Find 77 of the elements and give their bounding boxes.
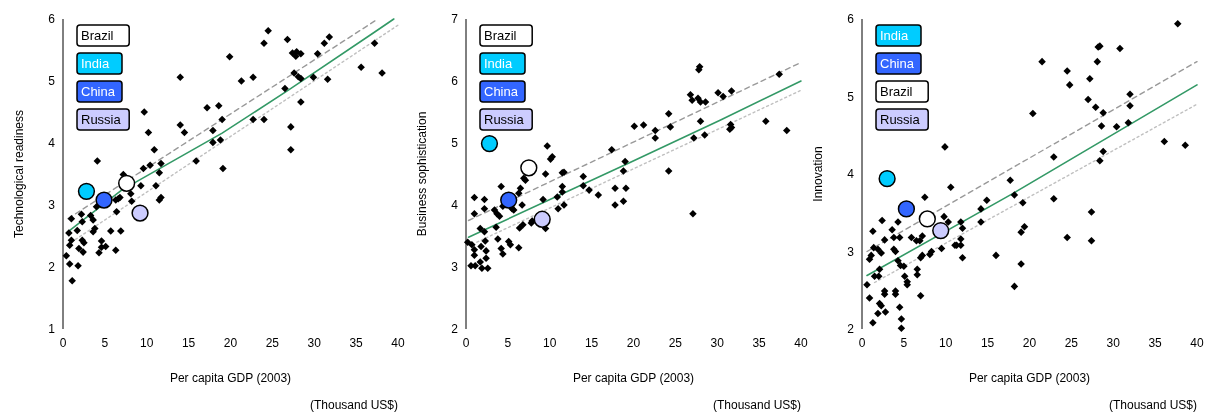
- y-axis-title: Business sophistication: [415, 111, 429, 237]
- y-tick-label: 7: [451, 12, 459, 27]
- point: [878, 170, 896, 188]
- text: China: [880, 56, 915, 71]
- x-tick-label: 20: [626, 336, 641, 350]
- y-tick-label: 6: [451, 74, 459, 89]
- text: China: [484, 84, 519, 99]
- x-tick-label: 20: [1022, 336, 1037, 350]
- x-tick-label: 25: [265, 336, 280, 350]
- x-tick-label: 5: [900, 336, 908, 350]
- point: [533, 210, 551, 228]
- point: [897, 200, 916, 218]
- y-tick-label: 4: [847, 167, 855, 182]
- y-tick-label: 5: [48, 74, 56, 89]
- text: Brazil: [81, 28, 114, 43]
- y-tick-label: 2: [847, 322, 855, 337]
- x-tick-label: 40: [1190, 336, 1204, 350]
- y-tick-label: 1: [48, 322, 56, 337]
- x-tick-label: 35: [1148, 336, 1163, 350]
- y-tick-label: 5: [451, 136, 459, 151]
- x-tick-label: 10: [543, 336, 557, 350]
- x-tick-label: 30: [1106, 336, 1121, 350]
- x-tick-label: 30: [307, 336, 322, 350]
- x-tick-label: 20: [223, 336, 238, 350]
- x-tick-label: 10: [140, 336, 154, 350]
- point: [480, 134, 499, 153]
- text: China: [81, 84, 116, 99]
- point: [118, 174, 136, 192]
- x-tick-label: 15: [584, 336, 599, 350]
- point: [77, 182, 96, 200]
- y-axis-title: Innovation: [811, 146, 825, 202]
- x-tick-label: 40: [391, 336, 405, 350]
- x-axis-title: Per capita GDP (2003): [572, 371, 695, 385]
- point: [500, 191, 518, 209]
- x-tick-label: 0: [858, 336, 866, 350]
- text: (Thousand US$): [309, 398, 398, 412]
- x-tick-label: 0: [462, 336, 470, 350]
- point: [520, 159, 538, 177]
- x-tick-label: 40: [794, 336, 808, 350]
- y-tick-label: 6: [847, 12, 855, 27]
- y-tick-label: 2: [48, 260, 56, 275]
- y-tick-label: 3: [847, 244, 855, 259]
- text: Brazil: [880, 84, 913, 99]
- y-tick-label: 4: [451, 198, 459, 213]
- x-axis-title: Per capita GDP (2003): [968, 371, 1091, 385]
- x-tick-label: 5: [101, 336, 109, 350]
- point: [932, 221, 950, 240]
- y-tick-label: 6: [48, 12, 56, 27]
- y-tick-label: 3: [451, 260, 459, 275]
- y-tick-label: 4: [48, 136, 56, 151]
- point: [918, 210, 936, 228]
- x-tick-label: 0: [59, 336, 67, 350]
- text: (Thousand US$): [1108, 398, 1197, 412]
- text: Brazil: [484, 28, 517, 43]
- point: [131, 204, 149, 222]
- text: (Thousand US$): [712, 398, 801, 412]
- x-axis-title: Per capita GDP (2003): [169, 371, 292, 385]
- x-tick-label: 5: [504, 336, 512, 350]
- x-tick-label: 25: [668, 336, 683, 350]
- text: Russia: [880, 112, 921, 127]
- text: Russia: [484, 112, 525, 127]
- x-tick-label: 10: [939, 336, 953, 350]
- x-tick-label: 25: [1064, 336, 1079, 350]
- text: India: [81, 56, 110, 71]
- text: Russia: [81, 112, 122, 127]
- point: [95, 191, 113, 209]
- y-tick-label: 3: [48, 198, 56, 213]
- y-axis-title: Technological readiness: [12, 109, 26, 239]
- x-tick-label: 30: [710, 336, 725, 350]
- x-tick-label: 35: [349, 336, 364, 350]
- x-tick-label: 15: [980, 336, 995, 350]
- y-tick-label: 5: [847, 89, 855, 104]
- text: India: [880, 28, 909, 43]
- y-tick-label: 2: [451, 322, 459, 337]
- x-tick-label: 15: [181, 336, 196, 350]
- text: India: [484, 56, 513, 71]
- x-tick-label: 35: [752, 336, 767, 350]
